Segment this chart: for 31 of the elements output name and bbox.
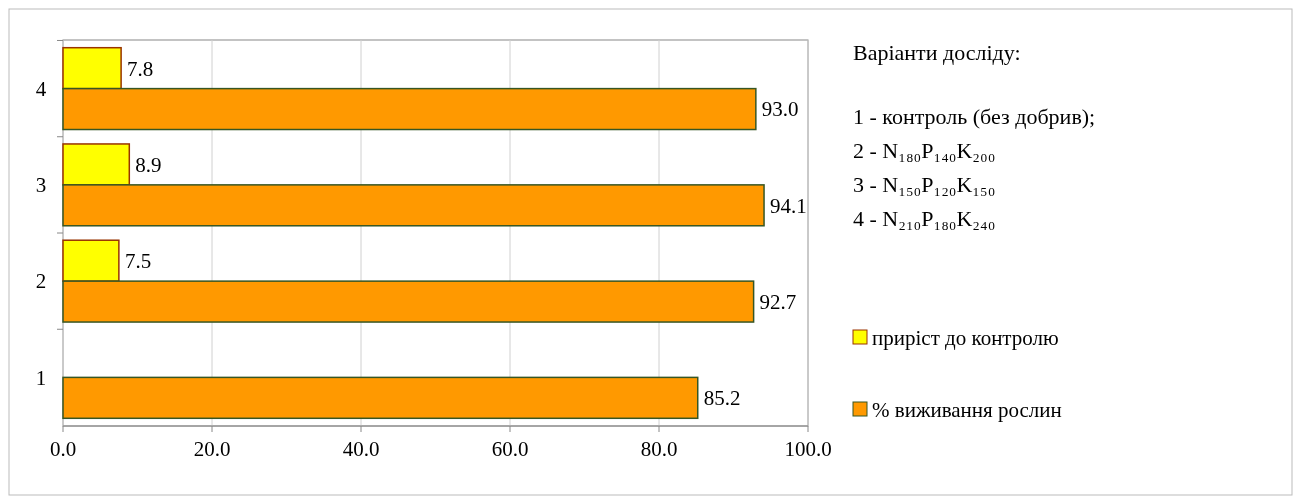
y-tick-label: 2 xyxy=(35,269,47,294)
bar xyxy=(62,239,120,282)
x-tick-label: 20.0 xyxy=(193,437,231,461)
y-tick-label: 3 xyxy=(35,173,47,198)
x-tick-label: 100.0 xyxy=(784,437,832,461)
x-tick-label: 60.0 xyxy=(491,437,529,461)
x-tick-label: 80.0 xyxy=(640,437,678,461)
legend-label: % виживання рослин xyxy=(872,398,1062,423)
x-tick-label: 40.0 xyxy=(342,437,380,461)
data-label: 94.1 xyxy=(770,193,807,218)
bar xyxy=(62,143,131,186)
data-label: 92.7 xyxy=(759,289,797,314)
text: 2 - N₁₈₀P₁₄₀K₂₀₀ xyxy=(853,138,996,163)
legend-label: приріст до контролю xyxy=(872,326,1059,351)
bar xyxy=(62,280,755,323)
bar xyxy=(62,46,122,90)
data-label: 93.0 xyxy=(761,97,799,122)
data-label: 7.8 xyxy=(127,56,154,81)
y-tick-label: 4 xyxy=(35,76,47,101)
data-label: 8.9 xyxy=(135,152,162,177)
text: 3 - N₁₅₀P₁₂₀K₁₅₀ xyxy=(853,172,996,197)
y-tick-label: 1 xyxy=(35,365,47,390)
x-tick-label: 0.0 xyxy=(49,437,77,461)
bar xyxy=(62,87,757,131)
text: Варіанти досліду: xyxy=(853,40,1021,65)
text: 4 - N₂₁₀P₁₈₀K₂₄₀ xyxy=(853,206,996,231)
text: 1 - контроль (без добрив); xyxy=(853,104,1096,129)
data-label: 85.2 xyxy=(703,386,741,411)
data-label: 7.5 xyxy=(124,249,152,274)
bar xyxy=(62,184,765,227)
bar xyxy=(62,376,699,420)
